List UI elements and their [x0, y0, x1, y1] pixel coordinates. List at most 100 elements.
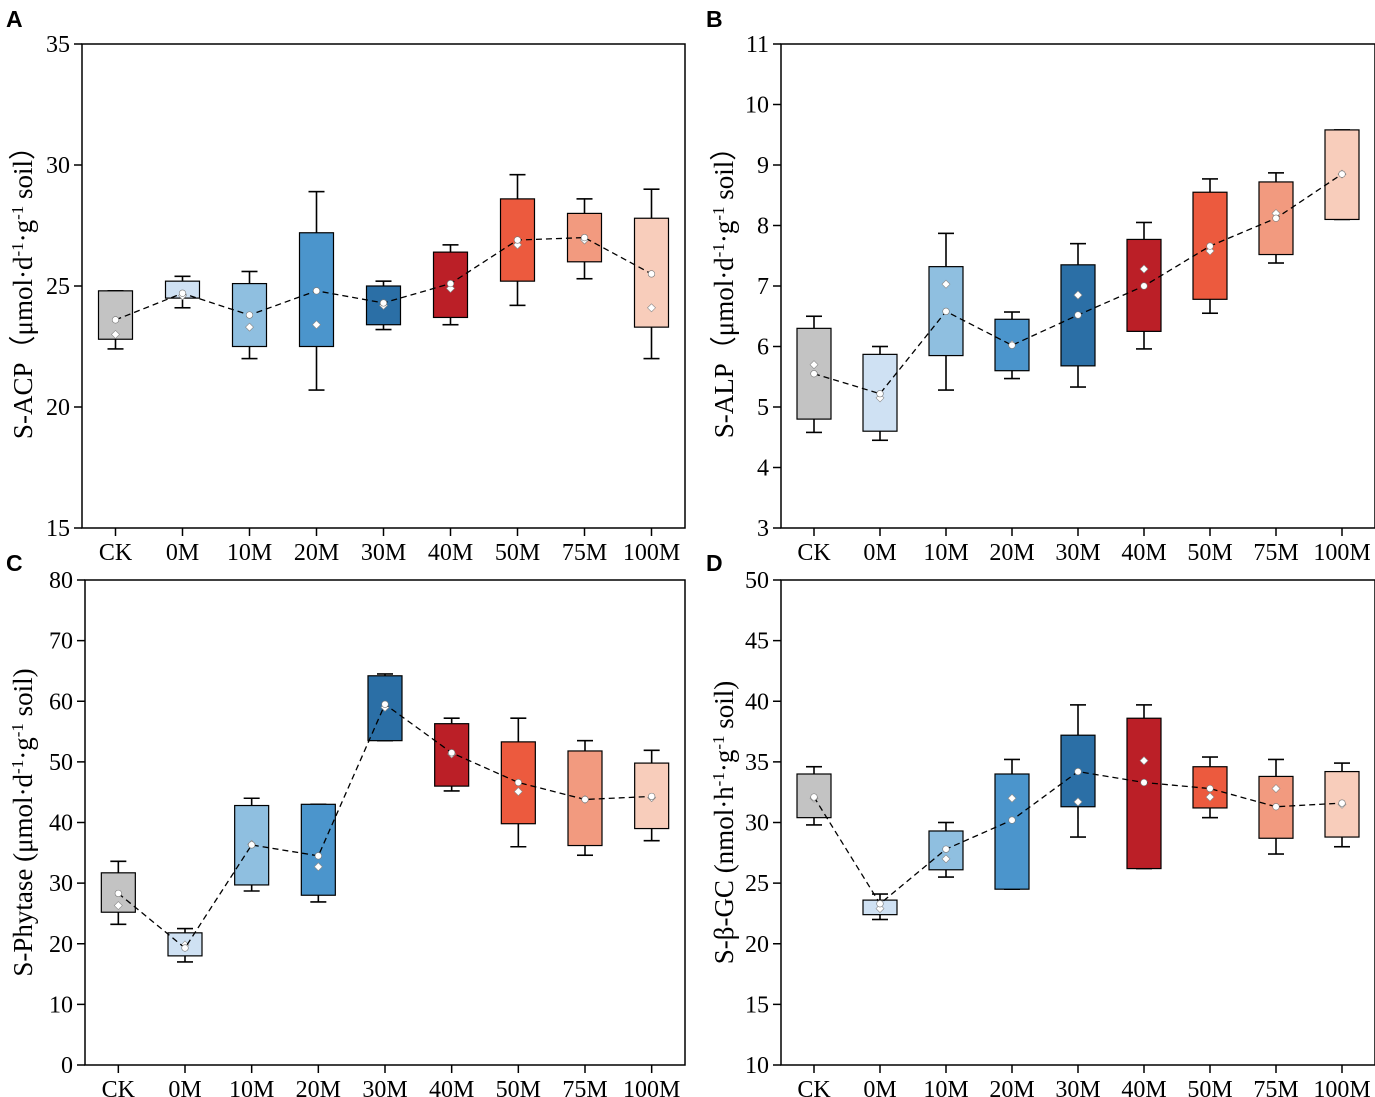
panel-letter: B [706, 6, 723, 32]
y-tick-label: 10 [745, 93, 769, 119]
x-tick-label: 10M [229, 1077, 274, 1097]
data-point [941, 279, 951, 289]
panel-letter: D [706, 550, 723, 576]
box-body [1192, 191, 1228, 300]
mean-marker [1008, 816, 1016, 824]
x-tick-label: 40M [1121, 540, 1166, 566]
y-tick-label: 8 [757, 214, 769, 240]
y-tick-label: 35 [46, 32, 70, 58]
x-tick-label: 0M [863, 1077, 896, 1097]
y-tick-label: 35 [745, 750, 769, 776]
x-tick-label: 100M [1313, 1077, 1370, 1097]
x-tick-label: 30M [1055, 1077, 1100, 1097]
x-tick-label: 0M [168, 1077, 201, 1097]
box-30M [365, 280, 402, 331]
y-tick-label: 20 [745, 932, 769, 958]
y-axis-label: S-ALP（μmol·d-1·g-1 soil） [709, 134, 740, 439]
mean-marker [647, 270, 656, 278]
y-tick-label: 80 [49, 568, 73, 594]
y-tick-label: 6 [757, 335, 769, 361]
y-tick-label: 60 [49, 689, 73, 715]
mean-marker [1140, 778, 1148, 787]
y-tick-label: 25 [46, 274, 70, 300]
data-point [313, 862, 323, 872]
x-tick-label: 10M [923, 540, 968, 566]
x-tick-label: 50M [495, 540, 540, 566]
panel-a: A 15 20 25 30 35 CK 0M 10M 20M 30M 40M 50M 75M 100M S-A… [6, 6, 686, 566]
y-tick-label: 40 [745, 689, 769, 715]
y-tick-label: 50 [49, 750, 73, 776]
panel-letter: C [6, 550, 23, 576]
x-tick-label: 50M [1187, 1077, 1232, 1097]
y-tick-label: 5 [757, 395, 769, 421]
mean-marker [1206, 784, 1214, 793]
box-50M [1192, 178, 1228, 315]
y-tick-label: 20 [46, 395, 70, 421]
data-point [1007, 793, 1017, 803]
data-point [647, 303, 656, 313]
mean-marker [1338, 799, 1346, 807]
x-tick-label: 50M [1187, 540, 1232, 566]
box-10M [231, 270, 268, 360]
box-body [365, 285, 402, 326]
y-tick-label: 10 [745, 1053, 769, 1079]
x-tick-label: 100M [623, 1077, 680, 1097]
y-tick-label: 15 [745, 992, 769, 1018]
data-point [809, 360, 819, 370]
data-point [312, 320, 321, 330]
x-tick-label: 40M [429, 1077, 474, 1097]
mean-marker [581, 795, 589, 804]
data-point [941, 854, 951, 864]
mean-marker [810, 370, 818, 378]
mean-marker [448, 749, 456, 757]
x-tick-label: 30M [361, 540, 406, 566]
y-tick-label: 10 [49, 992, 73, 1018]
box-30M [1060, 242, 1096, 388]
mean-marker [178, 289, 187, 297]
data-point [1271, 784, 1281, 793]
y-tick-label: 9 [757, 153, 769, 179]
data-point [1073, 797, 1083, 807]
mean-marker [312, 287, 321, 295]
mean-marker [1338, 170, 1346, 178]
y-tick-label: 15 [46, 516, 70, 542]
x-tick-label: 20M [989, 1077, 1034, 1097]
data-point [1139, 264, 1149, 274]
mean-marker [876, 900, 884, 908]
x-tick-label: CK [102, 1077, 136, 1097]
mean-marker [245, 311, 254, 319]
y-tick-label: 25 [745, 871, 769, 897]
mean-marker [1074, 311, 1082, 319]
y-tick-label: 4 [757, 456, 769, 482]
mean-marker [1272, 803, 1280, 811]
y-tick-label: 45 [745, 629, 769, 655]
y-tick-label: 7 [757, 274, 769, 300]
mean-marker [1140, 282, 1148, 290]
y-tick-label: 50 [745, 568, 769, 594]
mean-marker [1008, 341, 1016, 349]
x-tick-label: 10M [227, 540, 272, 566]
mean-marker [514, 778, 522, 787]
x-tick-label: 30M [1055, 540, 1100, 566]
x-tick-label: 75M [1253, 1077, 1298, 1097]
y-tick-label: 30 [745, 811, 769, 837]
mean-marker [248, 841, 256, 849]
x-tick-label: 30M [362, 1077, 407, 1097]
box-75M [567, 739, 603, 857]
mean-marker [314, 852, 322, 860]
x-tick-label: 20M [296, 1077, 341, 1097]
x-tick-label: 75M [1253, 540, 1298, 566]
y-tick-label: 3 [757, 516, 769, 542]
x-tick-label: CK [797, 1077, 831, 1097]
x-tick-label: 100M [1313, 540, 1370, 566]
box-40M [1126, 704, 1162, 870]
box-body [1126, 717, 1162, 870]
panel-letter: A [6, 6, 23, 32]
box-CK [97, 290, 134, 350]
data-point [113, 901, 123, 910]
x-tick-label: 50M [496, 1077, 541, 1097]
x-tick-label: 10M [923, 1077, 968, 1097]
y-tick-label: 70 [49, 629, 73, 655]
data-point [1205, 792, 1215, 802]
